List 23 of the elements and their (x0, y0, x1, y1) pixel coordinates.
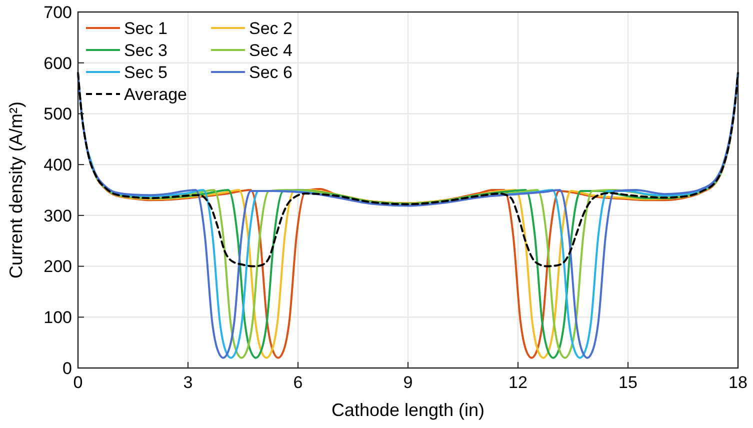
legend-label: Sec 1 (124, 18, 168, 38)
y-tick-label: 200 (44, 257, 72, 276)
y-tick-label: 700 (44, 2, 72, 22)
x-tick-label: 9 (403, 373, 413, 392)
x-tick-label: 3 (183, 373, 193, 392)
legend-label: Average (124, 84, 188, 104)
x-tick-label: 6 (293, 373, 303, 392)
legend-label: Sec 4 (249, 40, 292, 60)
legend-label: Sec 6 (249, 62, 292, 82)
y-axis-title: Current density (A/m²) (6, 101, 26, 279)
legend-label: Sec 5 (124, 62, 168, 82)
y-tick-label: 300 (44, 206, 72, 226)
x-tick-label: 15 (618, 373, 638, 392)
x-tick-label: 12 (508, 373, 528, 392)
y-tick-label: 100 (44, 308, 72, 328)
y-tick-label: 600 (44, 54, 72, 73)
legend-label: Sec 2 (249, 18, 292, 38)
y-tick-label: 0 (62, 358, 72, 378)
x-axis-title: Cathode length (in) (331, 400, 485, 420)
legend-label: Sec 3 (124, 40, 168, 60)
y-tick-label: 400 (44, 156, 72, 175)
x-tick-label: 18 (728, 373, 748, 392)
y-tick-label: 500 (44, 104, 72, 124)
